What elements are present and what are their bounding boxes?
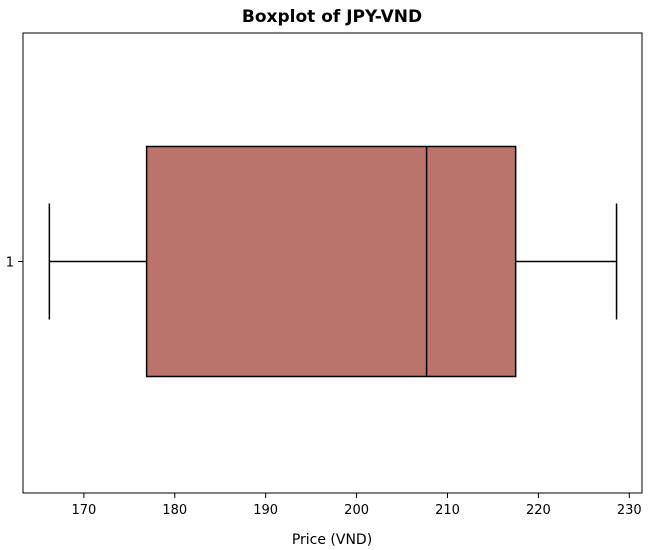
x-tick-label: 210 [435, 503, 460, 518]
x-axis-label: Price (VND) [292, 532, 372, 548]
x-axis-ticks: 170 180 190 200 210 220 230 [71, 493, 642, 518]
x-tick-label: 220 [526, 503, 551, 518]
iqr-box [145, 145, 517, 378]
y-tick-label: 1 [6, 256, 14, 271]
x-tick-label: 180 [162, 503, 187, 518]
plot-area-frame [22, 32, 643, 494]
y-axis-ticks: 1 [6, 256, 23, 271]
x-tick-label: 230 [617, 503, 642, 518]
boxplot-marks [48, 145, 618, 378]
x-tick-label: 190 [253, 503, 278, 518]
x-tick-label: 200 [344, 503, 369, 518]
x-tick-label: 170 [71, 503, 96, 518]
chart-title: Boxplot of JPY-VND [242, 7, 422, 27]
